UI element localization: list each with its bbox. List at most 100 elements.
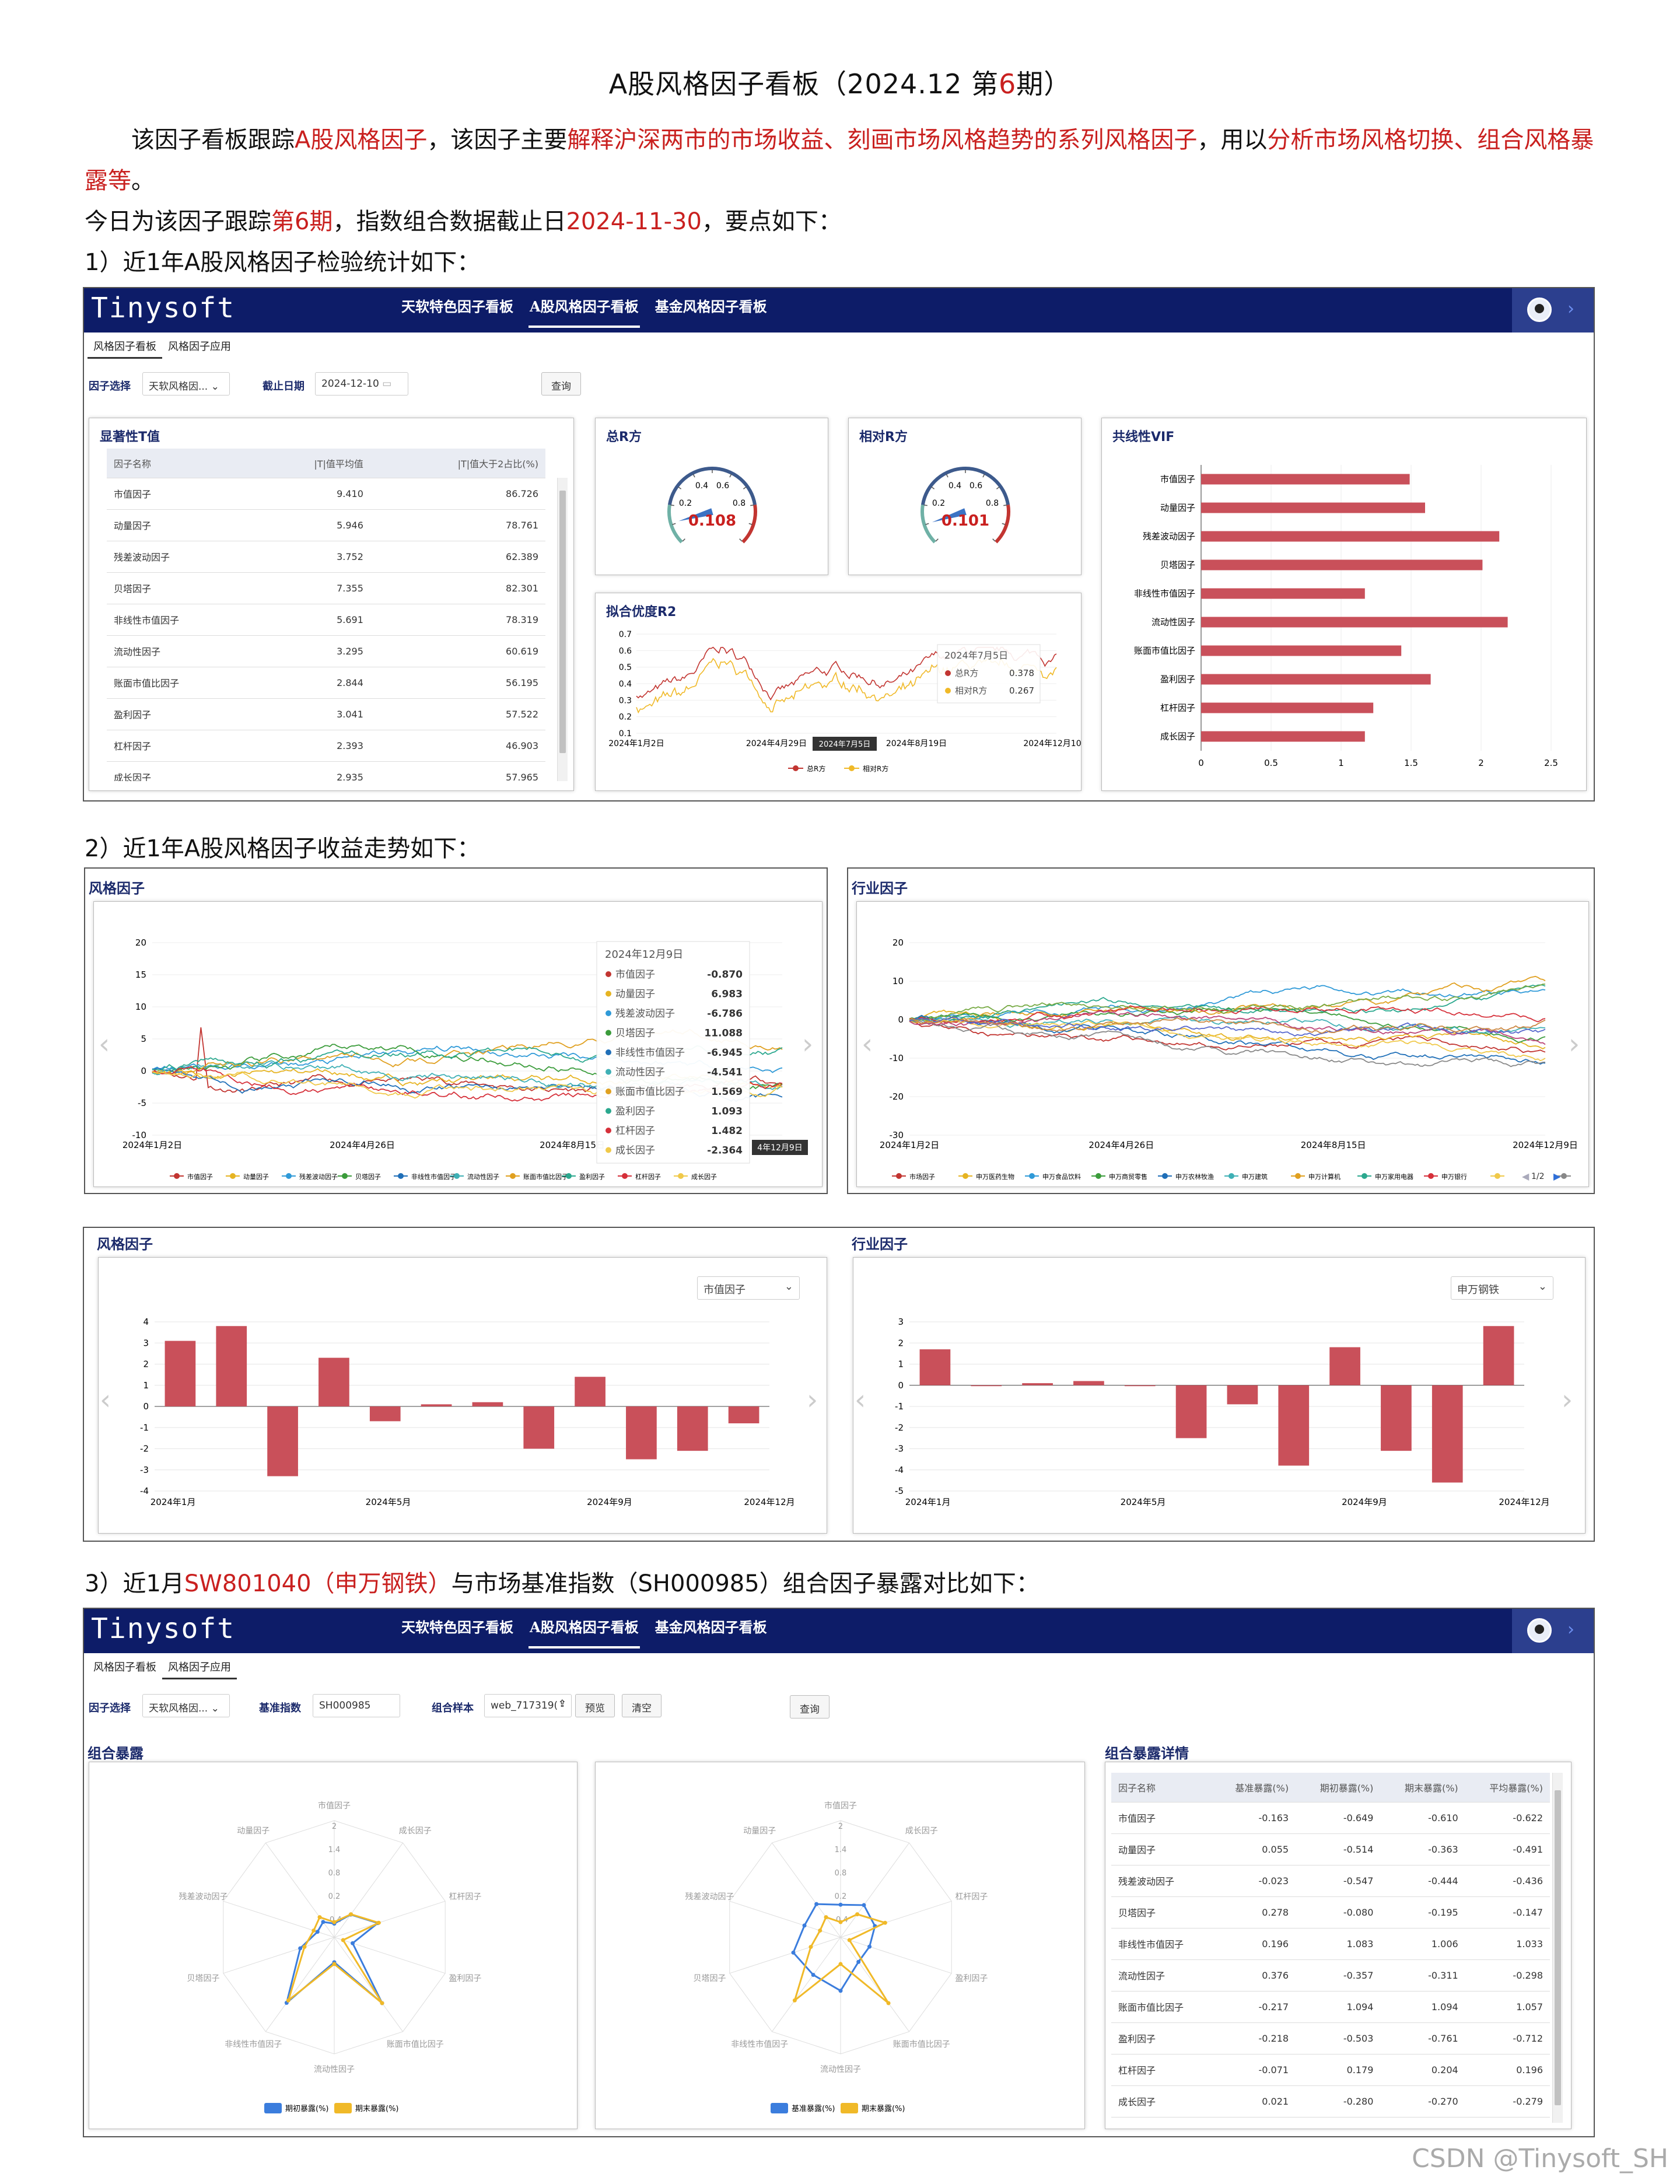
user-menu[interactable]: › — [1512, 1609, 1594, 1653]
industry-select[interactable]: 申万钢铁 ⌄ — [1451, 1276, 1553, 1300]
chevron-left-icon[interactable]: ‹ — [855, 1384, 866, 1416]
svg-text:1.482: 1.482 — [711, 1125, 743, 1137]
nav-tab-fund-style[interactable]: 基金风格因子看板 — [654, 1619, 767, 1636]
total-r2-card: 总R方 0.4 0.6 0.2 0.8 0.108 — [595, 418, 828, 575]
detail-scrollbar[interactable] — [1552, 1773, 1563, 2123]
total-r2-title: 总R方 — [606, 430, 642, 444]
detail-cell: -0.217 — [1210, 1991, 1296, 2023]
detail-cell: 非线性市值因子 — [1111, 1928, 1211, 1960]
clear-button[interactable]: 清空 — [622, 1694, 662, 1717]
vif-x-tick: 2 — [1478, 758, 1484, 768]
bar — [575, 1377, 606, 1406]
industry-return-title: 行业因子 — [852, 880, 908, 897]
nav-tab-fund-style[interactable]: 基金风格因子看板 — [654, 298, 767, 315]
detail-cell: -0.080 — [1296, 1896, 1381, 1929]
legend-item: 市场因子 — [909, 1172, 935, 1181]
fit-x-tick: 2024年4月29日 — [746, 739, 807, 748]
vif-bar — [1201, 502, 1425, 513]
detail-cell: 0.204 — [1380, 2054, 1465, 2086]
sample-label: 组合样本 — [432, 1702, 474, 1714]
vif-category-label: 杠杆因子 — [1160, 703, 1195, 713]
chevron-right-icon[interactable]: › — [1562, 1384, 1573, 1416]
preview-button[interactable]: 预览 — [575, 1694, 615, 1717]
user-menu[interactable]: › — [1512, 288, 1594, 332]
upload-icon[interactable]: ⇪ — [558, 1698, 566, 1710]
detail-cell: -0.503 — [1296, 2022, 1381, 2054]
legend-next-icon[interactable]: ▶ — [1553, 1171, 1561, 1182]
chevron-down-icon: ⌄ — [211, 1703, 219, 1714]
chevron-right-icon[interactable]: › — [802, 1028, 813, 1060]
chevron-right-icon[interactable]: › — [807, 1384, 818, 1416]
tstat-cell: 流动性因子 — [107, 635, 254, 667]
query-button[interactable]: 查询 — [790, 1695, 830, 1718]
detail-cell: -0.218 — [1210, 2022, 1296, 2054]
chevron-left-icon[interactable]: ‹ — [99, 1028, 110, 1060]
tstat-cell: 动量因子 — [107, 509, 254, 541]
gauge-tick: 0.6 — [716, 481, 729, 491]
vif-bar — [1201, 559, 1483, 570]
tstat-cell: 3.752 — [253, 541, 370, 573]
sample-input[interactable]: web_717319(⇪ — [484, 1694, 572, 1717]
nav-tab-tinysoft-factors[interactable]: 天软特色因子看板 — [401, 298, 513, 315]
factor-select[interactable]: 天软风格因... ⌄ — [142, 372, 230, 396]
y-tick: -30 — [890, 1130, 904, 1140]
subtab-style-application[interactable]: 风格因子应用 — [168, 341, 231, 353]
svg-text:贝塔因子: 贝塔因子 — [615, 1028, 655, 1040]
tstat-header-2: |T|值大于2占比(%) — [370, 449, 545, 478]
nav-tab-a-share-style[interactable]: A股风格因子看板 — [522, 1609, 647, 1653]
fit-r2-title: 拟合优度R2 — [606, 605, 677, 620]
detail-cell: -0.514 — [1296, 1833, 1381, 1866]
x-tick: 2024年4月26日 — [330, 1140, 395, 1150]
tstat-cell: 3.295 — [253, 635, 370, 667]
subtab-style-board[interactable]: 风格因子看板 — [93, 1661, 156, 1674]
detail-cell: -0.363 — [1380, 1833, 1465, 1866]
series-line-12 — [909, 984, 1546, 1022]
table-row: 成长因子 2.935 57.965 — [107, 761, 545, 781]
subtab-style-board[interactable]: 风格因子看板 — [88, 335, 162, 359]
end-date-picker[interactable]: 2024-12-10 ▭ — [315, 372, 408, 396]
detail-header-4: 平均暴露(%) — [1465, 1773, 1550, 1803]
detail-cell: -0.279 — [1465, 2085, 1550, 2118]
svg-text:市值因子: 市值因子 — [615, 969, 655, 981]
chevron-left-icon[interactable]: ‹ — [862, 1028, 873, 1060]
legend-item: 申万计算机 — [1308, 1172, 1340, 1181]
y-tick: 4 — [143, 1317, 149, 1327]
benchmark-input[interactable]: SH000985 — [313, 1694, 400, 1717]
y-tick: -20 — [890, 1091, 904, 1102]
radar-axis-label: 市值因子 — [824, 1801, 857, 1811]
detail-header-1: 基准暴露(%) — [1210, 1773, 1296, 1803]
radar-axis-label: 残差波动因子 — [179, 1892, 228, 1902]
gauge-tick: 0.2 — [679, 499, 692, 508]
chevron-right-icon[interactable]: › — [1569, 1028, 1580, 1060]
radar-tick: 0.2 — [835, 1892, 847, 1901]
chevron-left-icon[interactable]: ‹ — [100, 1384, 111, 1416]
y-tick: -1 — [895, 1401, 904, 1412]
style-return-card: 20 15 10 5 0 -5 -10 2024年1月2日 2024年4月26日 2024年8月1… — [93, 901, 822, 1187]
watermark: CSDN @Tinysoft_SH — [1412, 2144, 1668, 2174]
svg-text:1.569: 1.569 — [711, 1086, 743, 1098]
legend-item: 成长因子 — [691, 1173, 717, 1181]
series-line-6 — [909, 975, 1546, 1025]
y-tick: 3 — [143, 1338, 149, 1348]
legend-pager[interactable]: 1/2◀ ▶ — [1522, 1171, 1561, 1182]
tstat-cell: 56.195 — [370, 667, 545, 699]
y-tick: 5 — [141, 1034, 146, 1044]
radar-card-1: 市值因子 成长因子 杠杆因子 盈利因子 账面市值比因子 流动性因子 非线性市值因子 贝塔因子 残… — [89, 1762, 578, 2129]
gauge-band — [741, 504, 757, 544]
nav-tab-a-share-style[interactable]: A股风格因子看板 — [522, 288, 647, 332]
radar-tick: 2 — [838, 1822, 843, 1831]
tstat-cell: 2.844 — [253, 667, 370, 699]
gauge-tick: 0.8 — [733, 499, 746, 508]
query-button[interactable]: 查询 — [541, 372, 581, 396]
vif-bar — [1201, 645, 1402, 656]
y-tick: -1 — [140, 1422, 149, 1433]
factor-select[interactable]: 天软风格因... ⌄ — [142, 1694, 230, 1717]
style-factor-select[interactable]: 市值因子 ⌄ — [697, 1276, 800, 1300]
tstat-scrollbar[interactable] — [557, 478, 568, 781]
subtab-style-application[interactable]: 风格因子应用 — [162, 1656, 237, 1679]
nav-tab-tinysoft-factors[interactable]: 天软特色因子看板 — [401, 1619, 513, 1636]
radar-tick: 1.4 — [835, 1846, 847, 1854]
